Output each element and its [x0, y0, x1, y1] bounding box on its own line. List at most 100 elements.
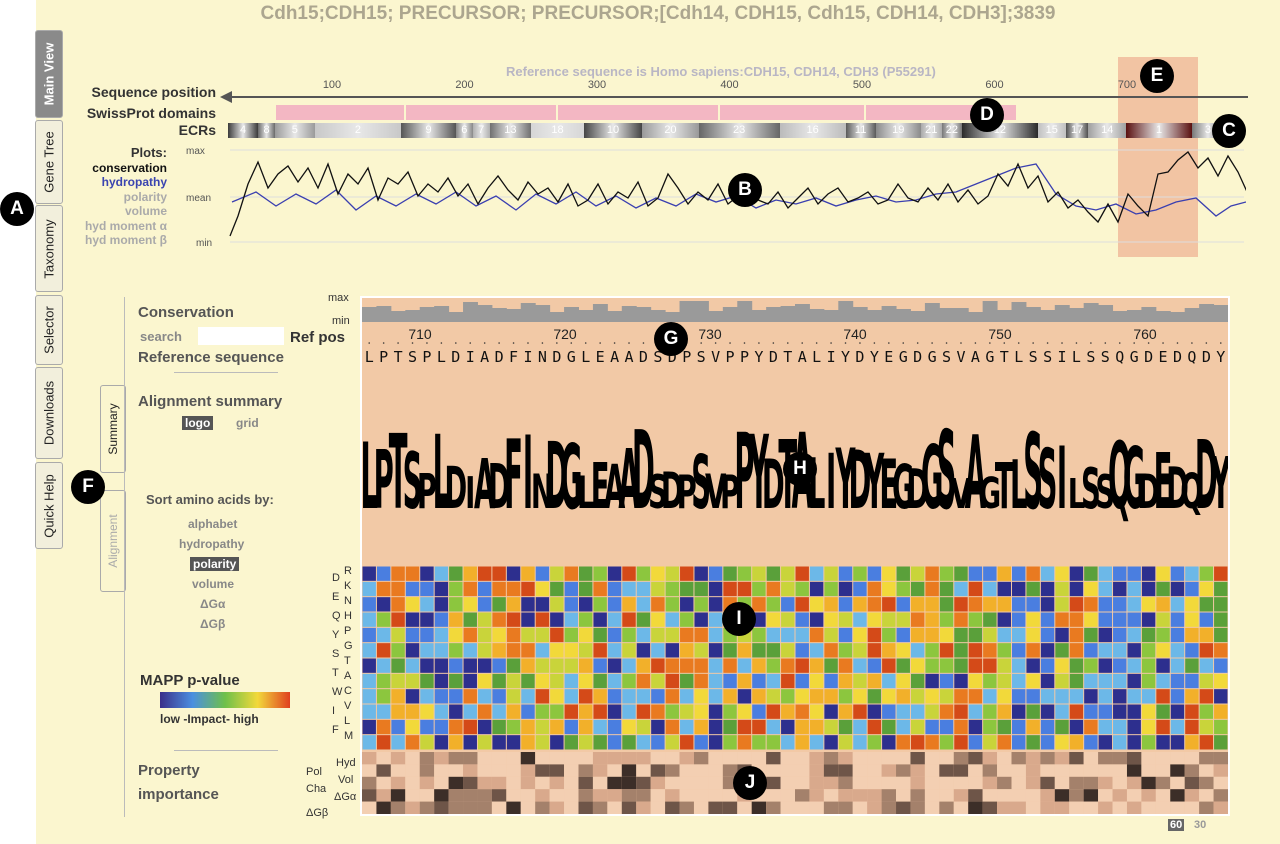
logo-letter: P [374, 434, 394, 528]
ecr-segment[interactable]: 21 [920, 123, 942, 138]
heatmap-cell [925, 597, 939, 612]
heatmap-cell [1113, 597, 1127, 612]
property-cell [405, 789, 420, 802]
property-cell [434, 789, 449, 802]
plot-conservation[interactable]: conservation [92, 160, 167, 175]
ref-pos-label: Ref pos [290, 329, 346, 346]
tab-summary[interactable]: Summary [100, 385, 126, 473]
plot-polarity[interactable]: polarity [123, 189, 167, 204]
heatmap-cell [882, 627, 896, 643]
plot-hyd-moment-alpha[interactable]: hyd moment α [84, 218, 167, 233]
ecr-segment[interactable]: 20 [642, 123, 699, 138]
conservation-bar [636, 307, 652, 322]
plot-hydropathy[interactable]: hydropathy [101, 175, 167, 189]
sort-alphabet[interactable]: alphabet [188, 517, 238, 531]
ecr-segment[interactable]: 16 [779, 123, 846, 138]
tab-quick-help[interactable]: Quick Help [35, 462, 63, 549]
heatmap-cell [1026, 612, 1040, 627]
sort-dg-alpha[interactable]: ΔGα [200, 597, 226, 611]
grid-option[interactable]: grid [236, 416, 259, 430]
ref-sequence-letter: S [653, 348, 662, 366]
heatmap-cell [535, 612, 550, 627]
ecr-segment[interactable]: 17 [1065, 123, 1089, 138]
ecr-segment[interactable]: 6 [455, 123, 473, 138]
ecr-segment[interactable]: 18 [531, 123, 584, 138]
heatmap-cell [694, 704, 708, 719]
cons-max-label: max [328, 292, 349, 304]
zoom-60-button[interactable]: 60 [1168, 819, 1185, 831]
tab-downloads[interactable]: Downloads [35, 367, 63, 459]
refpos-dot [916, 342, 919, 344]
ecr-segment[interactable]: 10 [583, 123, 643, 138]
heatmap-cell [434, 566, 449, 581]
plot-volume[interactable]: volume [124, 204, 167, 218]
heatmap-cell [838, 612, 853, 627]
seqpos-tick: 300 [588, 79, 606, 91]
logo-letter: E [879, 446, 898, 525]
heatmap-cell [593, 704, 607, 719]
tab-taxonomy[interactable]: Taxonomy [35, 205, 63, 292]
ecr-segment[interactable]: 8 [258, 123, 276, 138]
heatmap-cell [391, 581, 405, 597]
ecr-segment[interactable]: 23 [698, 123, 780, 138]
sort-hydropathy[interactable]: hydropathy [179, 537, 245, 551]
ecr-segment[interactable]: 9 [401, 123, 456, 138]
sort-dg-beta[interactable]: ΔGβ [200, 617, 226, 631]
sort-volume[interactable]: volume [192, 577, 235, 591]
property-cell [795, 752, 810, 765]
ecr-segment[interactable]: 1 [1126, 123, 1192, 138]
tab-selector[interactable]: Selector [35, 295, 63, 365]
ecr-segment[interactable]: 5 [275, 123, 315, 138]
conservation-bar [1011, 302, 1027, 322]
heatmap-cell [434, 581, 449, 597]
ecr-segment[interactable]: 19 [875, 123, 921, 138]
ref-sequence-letter: Y [841, 348, 850, 366]
mapp-label: MAPP p-value [140, 672, 240, 689]
conservation-bar [390, 311, 406, 322]
logo-option[interactable]: logo [182, 416, 214, 430]
logo-letter: L [433, 418, 451, 533]
tab-main-view[interactable]: Main View [35, 30, 63, 118]
ecr-segment[interactable]: 4 [228, 123, 259, 138]
ecr-segment[interactable]: 7 [472, 123, 490, 138]
refpos-dot [1032, 342, 1034, 344]
property-cell [636, 752, 651, 765]
ecr-bar[interactable]: 4 8 5 2 9 6 7 13 18 10 20 23 16 11 19 21 22 12 15 17 14 1 3 [228, 123, 1224, 138]
sort-polarity[interactable]: polarity [190, 557, 240, 571]
refpos-dot [743, 342, 746, 344]
heatmap-cell [694, 719, 708, 735]
sequence-position-axis[interactable]: 100200300400500600700800 [220, 78, 1250, 104]
ref-sequence-letter: I [523, 348, 532, 366]
search-input[interactable] [198, 327, 284, 345]
ecr-segment[interactable]: 2 [314, 123, 402, 138]
heatmap-cell [405, 627, 420, 643]
swissprot-domains-bar[interactable] [276, 105, 1017, 120]
tab-gene-tree[interactable]: Gene Tree [35, 120, 63, 204]
logo-letter: L [1010, 446, 1028, 525]
conservation-bar [679, 301, 695, 322]
refpos-dot [469, 342, 472, 344]
property-plots[interactable]: max mean min [186, 144, 1246, 248]
heatmap-cell [376, 704, 391, 719]
heatmap-cell [752, 719, 766, 735]
ecr-segment[interactable]: 15 [1037, 123, 1066, 138]
mapp-heatmap[interactable] [362, 566, 1228, 750]
ecr-segment[interactable]: 11 [845, 123, 876, 138]
refpos-dot [483, 342, 486, 344]
heatmap-cell [708, 597, 723, 612]
plot-hyd-moment-beta[interactable]: hyd moment β [85, 233, 167, 247]
heatmap-cell [665, 735, 680, 750]
heatmap-cell [636, 719, 651, 735]
property-cell [463, 801, 478, 814]
property-cell [982, 776, 998, 790]
ecr-segment[interactable]: 13 [489, 123, 532, 138]
zoom-30-button[interactable]: 30 [1194, 819, 1207, 831]
ecr-segment[interactable]: 14 [1088, 123, 1127, 138]
heatmap-cell [882, 566, 896, 581]
heatmap-cell [1113, 658, 1127, 673]
heatmap-cell [910, 627, 925, 643]
property-cell [953, 789, 969, 802]
tab-alignment[interactable]: Alignment [100, 490, 126, 592]
ecr-segment[interactable]: 22 [941, 123, 963, 138]
